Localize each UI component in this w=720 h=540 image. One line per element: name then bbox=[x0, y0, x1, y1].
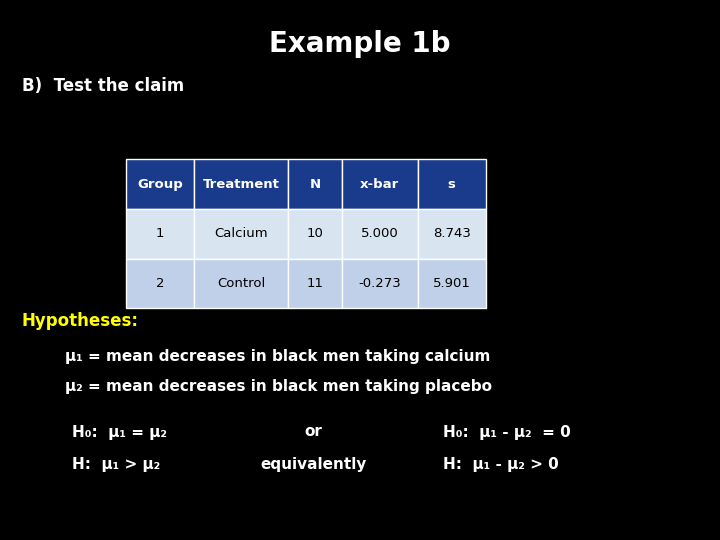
Text: Control: Control bbox=[217, 277, 266, 290]
Bar bbox=[126, 209, 194, 259]
Text: or: or bbox=[305, 424, 322, 440]
Bar bbox=[126, 259, 194, 308]
Text: 11: 11 bbox=[307, 277, 323, 290]
Text: Example 1b: Example 1b bbox=[269, 30, 451, 58]
Bar bbox=[194, 259, 288, 308]
Text: s: s bbox=[448, 178, 456, 191]
Bar bbox=[194, 159, 288, 209]
Text: Group: Group bbox=[138, 178, 183, 191]
Bar bbox=[342, 259, 418, 308]
Text: μ₁ = mean decreases in black men taking calcium: μ₁ = mean decreases in black men taking … bbox=[65, 349, 490, 364]
Text: equivalently: equivalently bbox=[260, 457, 366, 472]
Text: μ₂ = mean decreases in black men taking placebo: μ₂ = mean decreases in black men taking … bbox=[65, 379, 492, 394]
Text: H₀:  μ₁ - μ₂  = 0: H₀: μ₁ - μ₂ = 0 bbox=[443, 424, 570, 440]
Text: x-bar: x-bar bbox=[360, 178, 400, 191]
Text: -0.273: -0.273 bbox=[359, 277, 401, 290]
Bar bbox=[418, 259, 486, 308]
Text: Calcium: Calcium bbox=[215, 227, 268, 240]
Text: 5.901: 5.901 bbox=[433, 277, 471, 290]
Bar bbox=[288, 259, 342, 308]
Text: 10: 10 bbox=[307, 227, 323, 240]
Text: Hypotheses:: Hypotheses: bbox=[22, 312, 138, 330]
Text: H⁡:  μ₁ - μ₂ > 0: H⁡: μ₁ - μ₂ > 0 bbox=[443, 457, 559, 472]
Bar bbox=[418, 209, 486, 259]
Bar bbox=[342, 159, 418, 209]
Text: Treatment: Treatment bbox=[203, 178, 279, 191]
Text: 5.000: 5.000 bbox=[361, 227, 399, 240]
Text: 2: 2 bbox=[156, 277, 164, 290]
Text: N: N bbox=[310, 178, 320, 191]
Text: H₀:  μ₁ = μ₂: H₀: μ₁ = μ₂ bbox=[72, 424, 167, 440]
Text: 8.743: 8.743 bbox=[433, 227, 471, 240]
Text: H⁡:  μ₁ > μ₂: H⁡: μ₁ > μ₂ bbox=[72, 457, 161, 472]
Text: B)  Test the claim: B) Test the claim bbox=[22, 77, 184, 96]
Bar bbox=[418, 159, 486, 209]
Bar bbox=[288, 159, 342, 209]
Bar bbox=[342, 209, 418, 259]
Bar bbox=[194, 209, 288, 259]
Text: 1: 1 bbox=[156, 227, 164, 240]
Bar bbox=[126, 159, 194, 209]
Bar bbox=[288, 209, 342, 259]
